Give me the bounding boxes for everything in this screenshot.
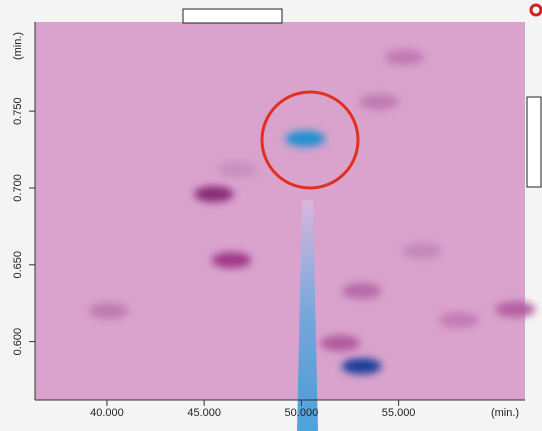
spot xyxy=(341,282,382,299)
x-tick-label: 55.000 xyxy=(382,407,416,419)
y-tick-label: 0.650 xyxy=(12,251,24,279)
highlight-circle xyxy=(260,90,360,190)
spot xyxy=(495,301,536,318)
spot xyxy=(193,186,234,203)
scroll-handle-x[interactable] xyxy=(182,8,283,24)
x-tick-label: 45.000 xyxy=(187,407,221,419)
spot xyxy=(88,302,129,319)
spot xyxy=(341,358,382,375)
x-tick-label: 50.000 xyxy=(285,407,319,419)
y-tick-label: 0.600 xyxy=(12,328,24,356)
spot xyxy=(285,130,326,147)
x-axis-label: (min.) xyxy=(491,407,519,419)
indicator-wedge xyxy=(297,200,318,431)
y-tick-label: 0.700 xyxy=(12,174,24,202)
y-tick-label: 0.750 xyxy=(12,97,24,125)
spot xyxy=(401,242,442,259)
spot xyxy=(211,252,252,269)
spot xyxy=(359,93,400,110)
spot xyxy=(438,312,479,329)
spot xyxy=(384,49,425,66)
x-tick-label: 40.000 xyxy=(90,407,124,419)
plot-area xyxy=(35,22,525,400)
y-axis-label: (min.) xyxy=(12,32,24,60)
spot xyxy=(217,161,258,178)
reset-icon[interactable] xyxy=(529,3,542,17)
scroll-handle-y[interactable] xyxy=(526,96,542,188)
spot xyxy=(320,335,361,352)
